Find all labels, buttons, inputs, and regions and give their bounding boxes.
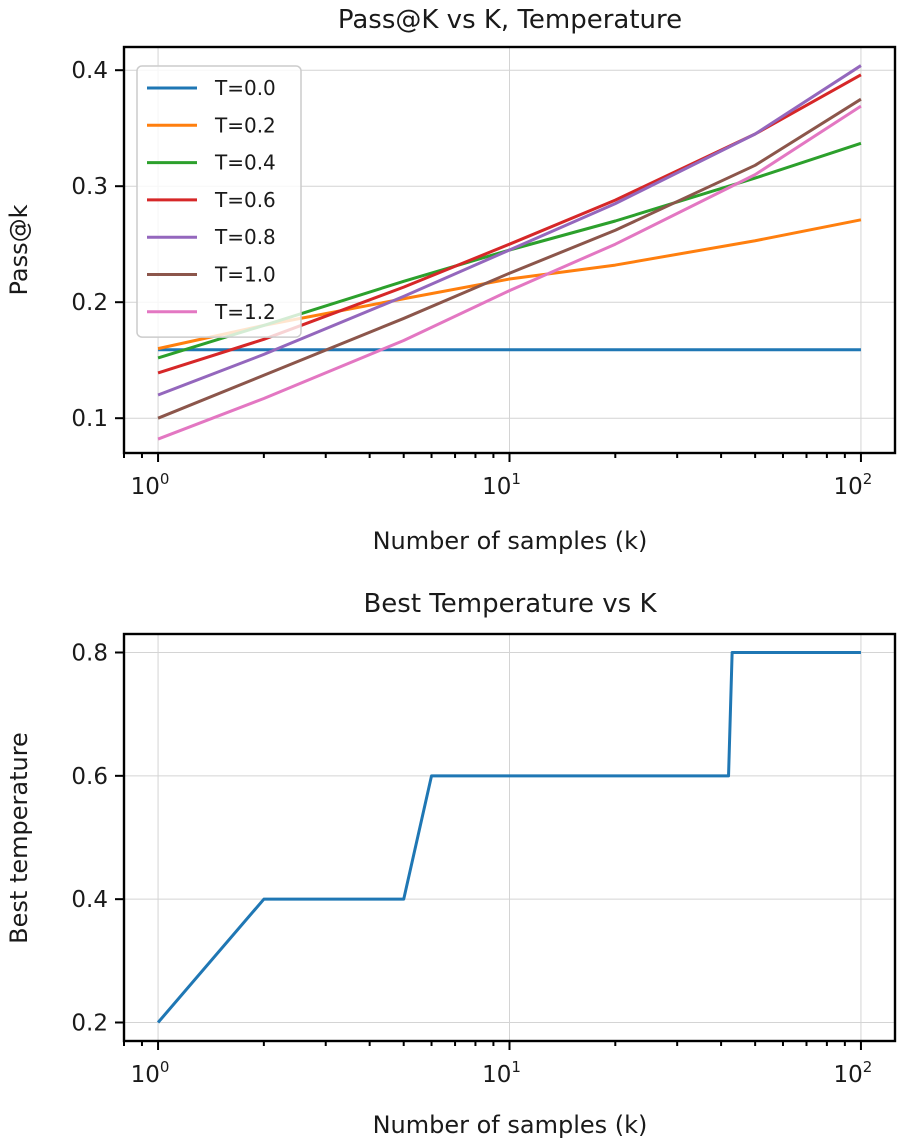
series-line (157, 64, 862, 397)
y-tick-label: 0.1 (71, 406, 108, 432)
series-layer (156, 651, 861, 1024)
grid-lines (124, 634, 895, 1041)
series-layer (157, 64, 862, 441)
series-line (156, 651, 861, 1024)
axis-ticks: 100 101 102 0.2 0.4 0.6 0.8 (71, 641, 872, 1089)
legend: T=0.0 T=0.2 T=0.4 T=0.6 T=0.8 T=1.0 T=1.2 (136, 65, 302, 338)
y-tick-label: 0.2 (71, 290, 108, 316)
y-tick-label: 0.2 (71, 1011, 108, 1037)
pass-at-k-chart: Pass@K vs K, Temperature 100 101 102 0.1 0.2… (5, 5, 897, 555)
legend-box (136, 65, 302, 338)
x-tick-label: 100 (131, 470, 170, 500)
x-tick-label: 101 (482, 470, 521, 500)
series-line (157, 97, 862, 420)
legend-label: T=0.6 (214, 188, 276, 212)
x-tick-label: 101 (482, 1058, 521, 1088)
legend-label: T=1.0 (214, 263, 276, 287)
y-tick-label: 0.3 (71, 174, 108, 200)
y-tick-label: 0.8 (71, 641, 108, 667)
legend-label: T=1.2 (214, 300, 276, 324)
series-line (157, 104, 862, 441)
legend-label: T=0.0 (214, 76, 276, 100)
x-tick-label: 102 (834, 470, 873, 500)
axis-ticks: 100 101 102 0.1 0.2 0.3 0.4 (71, 58, 872, 500)
y-tick-label: 0.4 (71, 887, 108, 913)
chart-title: Pass@K vs K, Temperature (338, 5, 682, 35)
legend-label: T=0.2 (214, 113, 276, 137)
y-tick-label: 0.4 (71, 58, 108, 84)
x-tick-label: 102 (834, 1058, 873, 1088)
legend-label: T=0.8 (214, 225, 276, 249)
y-axis-label: Best temperature (5, 732, 33, 944)
y-tick-label: 0.6 (71, 764, 108, 790)
x-tick-label: 100 (131, 1058, 170, 1088)
best-temperature-chart: Best Temperature vs K 100 101 102 0.2 0.4 0.6… (5, 589, 897, 1139)
legend-label: T=0.4 (214, 151, 276, 175)
chart-title: Best Temperature vs K (363, 589, 657, 619)
x-axis-label: Number of samples (k) (373, 527, 648, 555)
x-axis-label: Number of samples (k) (373, 1111, 648, 1139)
y-axis-label: Pass@k (5, 204, 33, 295)
